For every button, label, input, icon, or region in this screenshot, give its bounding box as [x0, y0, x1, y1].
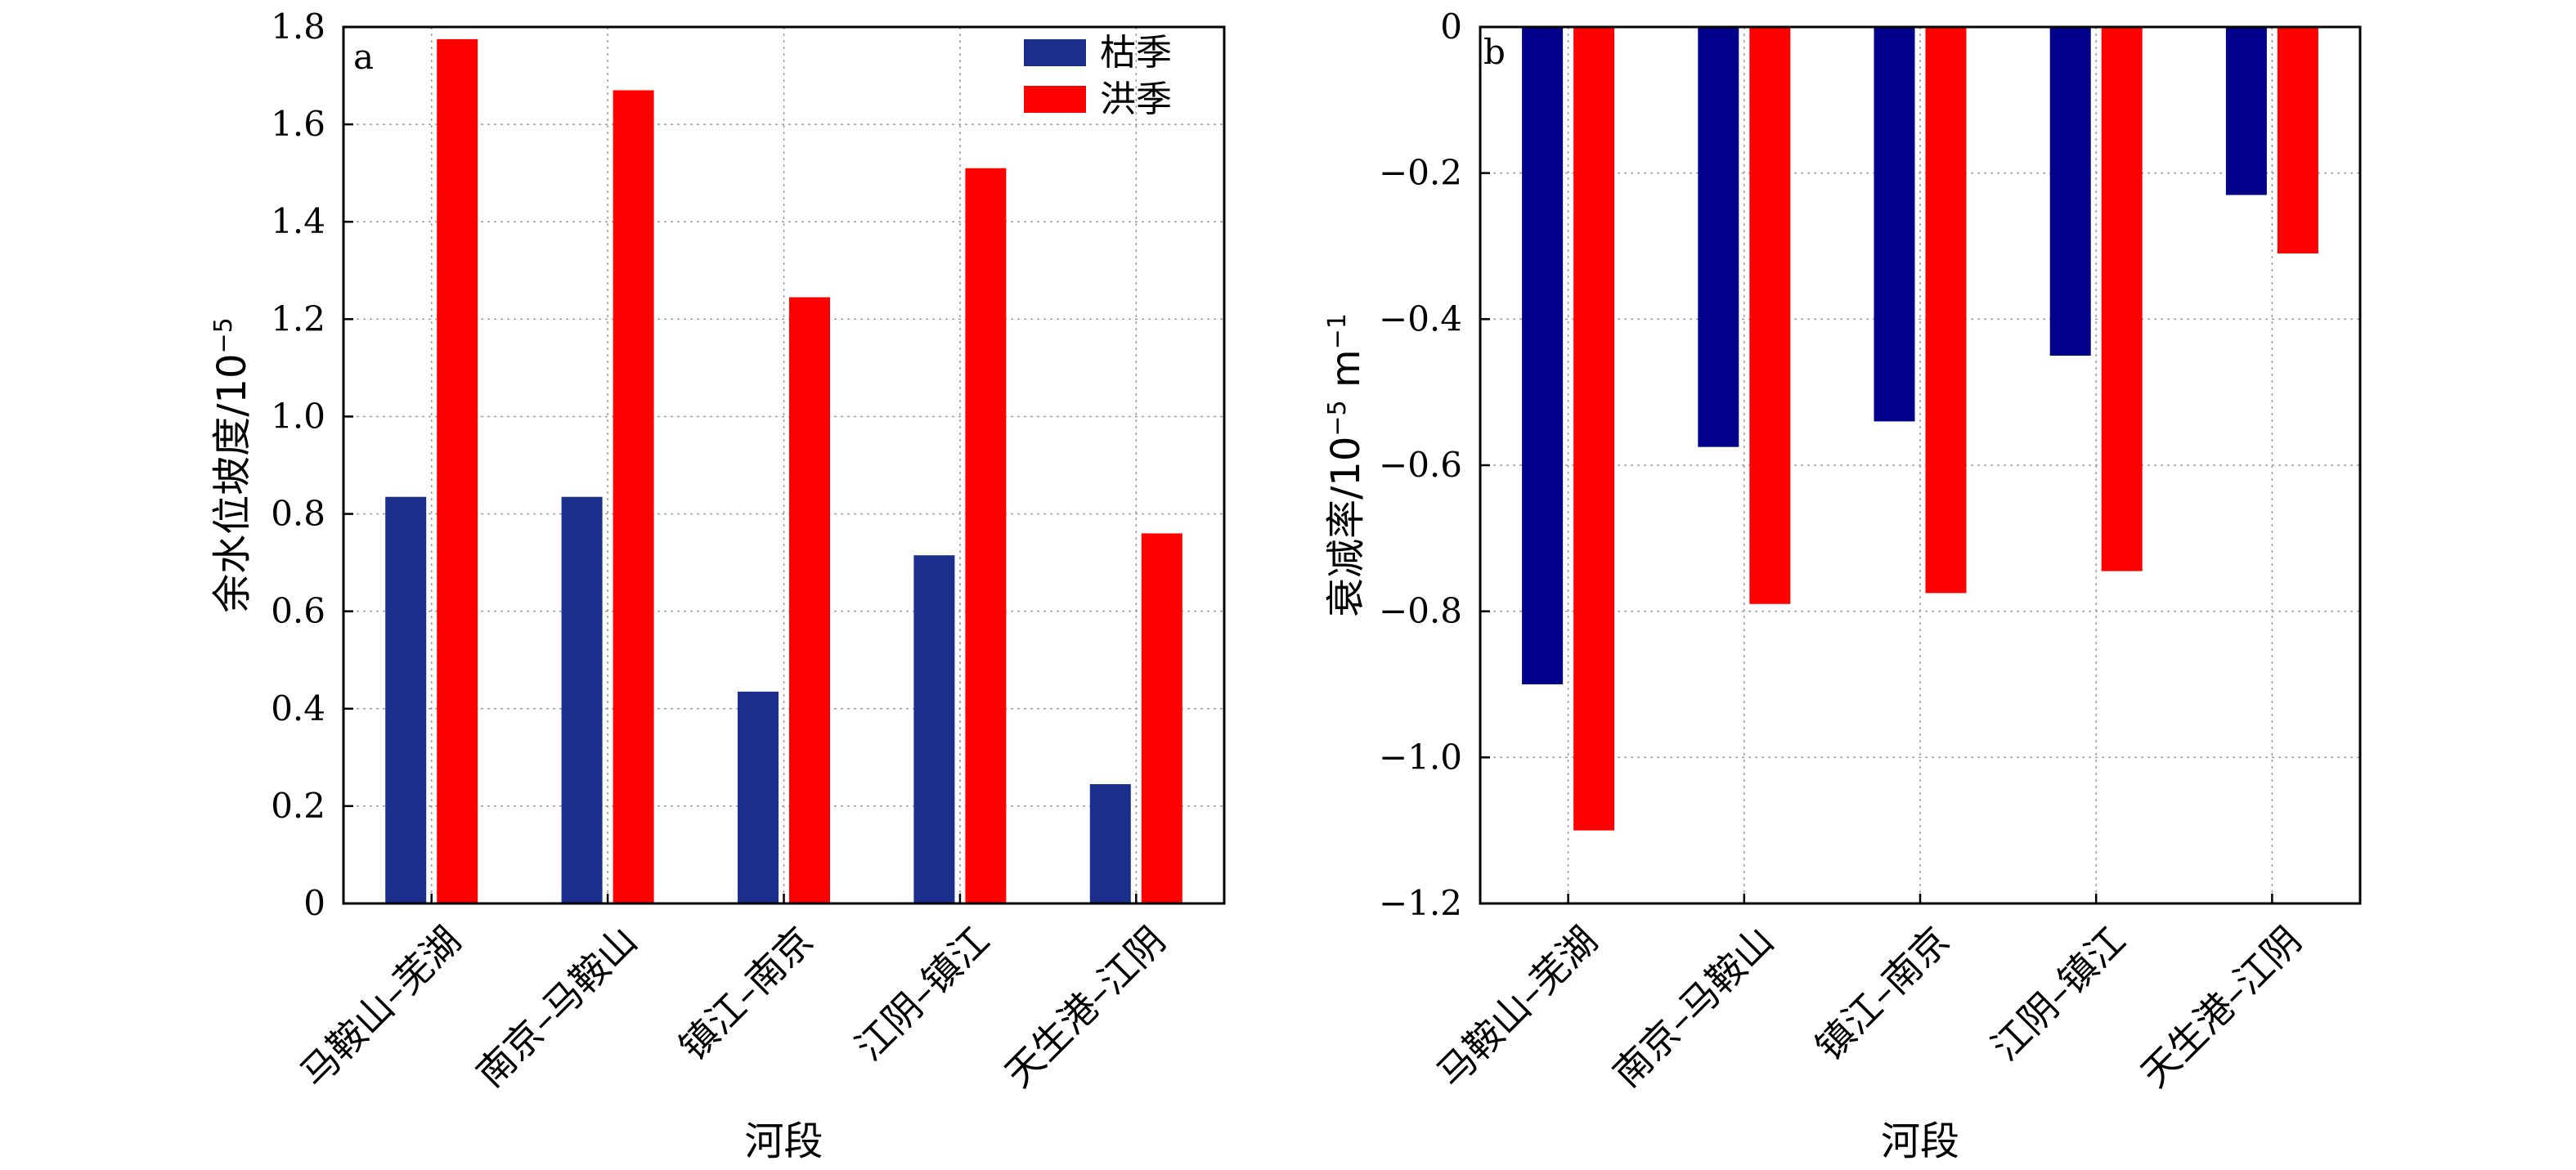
x-category-label: 天生港–江阴: [2132, 918, 2309, 1096]
bar-dry-season: [561, 496, 603, 903]
x-category-label: 天生港–江阴: [996, 918, 1174, 1096]
legend-swatch: [1024, 39, 1086, 66]
legend-label: 枯季: [1100, 32, 1172, 74]
bar-flood-season: [2277, 27, 2318, 253]
y-tick-label: 0.8: [271, 494, 325, 534]
y-tick-label: 0: [1440, 7, 1462, 47]
y-tick-label: 1.8: [271, 7, 325, 47]
bar-flood-season: [1141, 533, 1183, 903]
chart-panel-a: 0 0.2 0.4 0.6 0.8 1.0 1.2 1.4 1.6 1.8 马鞍山–芜湖南京–马鞍山…: [209, 7, 1226, 1164]
bar-dry-season: [2225, 27, 2267, 195]
bar-flood-season: [437, 38, 478, 903]
plot-frame: [342, 25, 1226, 905]
x-category-label: 江阴–镇江: [1983, 918, 2134, 1069]
bar-dry-season: [913, 555, 955, 903]
y-tick-label: 1.0: [271, 396, 325, 436]
bar-flood-season: [789, 297, 830, 903]
bar-flood-season: [1749, 27, 1791, 604]
y-tick-label: −0.6: [1379, 445, 1462, 485]
bar-dry-season: [1522, 27, 1564, 684]
bar-dry-season: [738, 691, 779, 903]
x-category-label: 江阴–镇江: [846, 918, 998, 1069]
bar-flood-season: [965, 168, 1007, 903]
y-tick-label: −0.2: [1379, 153, 1462, 193]
x-category-label: 镇江–南京: [1807, 918, 1959, 1069]
y-tick-label: −1.2: [1379, 883, 1462, 923]
bar-dry-season: [1698, 27, 1739, 447]
bar-dry-season: [385, 496, 427, 903]
bar-flood-season: [2101, 27, 2143, 572]
y-tick-label: −0.4: [1379, 298, 1462, 338]
legend-swatch: [1024, 86, 1086, 113]
y-axis-label: 衰减率/10−5 m−1: [1323, 313, 1370, 617]
bar-flood-season: [1925, 27, 1967, 594]
panel-label: a: [353, 37, 374, 77]
y-tick-label: 1.4: [271, 201, 325, 241]
y-tick-label: 1.2: [271, 298, 325, 338]
y-tick-label: 0.4: [271, 688, 325, 728]
bar-flood-season: [613, 90, 654, 903]
bar-dry-season: [2049, 27, 2091, 356]
y-tick-label: 0.6: [271, 591, 325, 631]
y-axis-label: 余水位坡度/10−5: [209, 317, 256, 613]
bar-flood-season: [1573, 27, 1615, 831]
x-category-label: 镇江–南京: [671, 918, 822, 1069]
panel-label: b: [1483, 32, 1506, 72]
x-category-label: 马鞍山–芜湖: [1429, 918, 1606, 1096]
bar-dry-season: [1089, 784, 1131, 903]
x-category-label: 马鞍山–芜湖: [292, 918, 469, 1096]
x-category-label: 南京–马鞍山: [468, 918, 645, 1096]
y-tick-label: −0.8: [1379, 591, 1462, 631]
y-tick-label: −1.0: [1379, 737, 1462, 777]
y-tick-label: 0.2: [271, 786, 325, 826]
x-axis-label: 河段: [744, 1118, 823, 1164]
y-tick-label: 0: [303, 883, 325, 923]
plot-frame: [1479, 25, 2362, 905]
y-tick-label: 1.6: [271, 104, 325, 144]
legend-label: 洪季: [1100, 78, 1172, 120]
x-axis-label: 河段: [1881, 1118, 1959, 1164]
x-category-label: 南京–马鞍山: [1604, 918, 1782, 1096]
bar-dry-season: [1874, 27, 1915, 422]
